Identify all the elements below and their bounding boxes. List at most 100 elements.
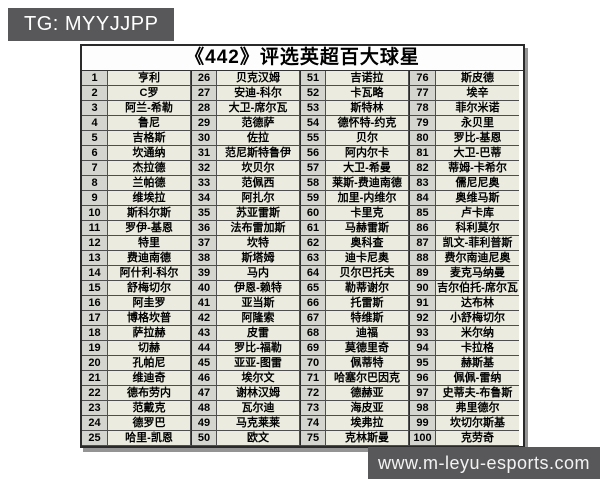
player-name-cell: 范佩西 [217,176,300,191]
rank-cell: 22 [82,386,108,401]
rank-cell: 98 [409,401,436,416]
ranking-grid: 1 亨利 26 贝克汉姆 51 吉诺拉 76 斯皮德 2 C罗 27 安迪-科尔 52 卡瓦略 77 埃辛 3 阿… [82,71,523,446]
player-name-cell: 切赫 [108,341,191,356]
player-name-cell: 卡拉格 [436,341,519,356]
player-name-cell: 法布雷加斯 [217,221,300,236]
rank-cell: 21 [82,371,108,386]
player-name-cell: 舒梅切尔 [108,281,191,296]
player-name-cell: 维埃拉 [108,191,191,206]
player-name-cell: 斯皮德 [436,71,519,86]
player-name-cell: 克劳奇 [436,431,519,446]
rank-cell: 44 [191,341,217,356]
rank-cell: 14 [82,266,108,281]
player-name-cell: 莱斯-费迪南德 [326,176,409,191]
player-name-cell: 卢卡库 [436,206,519,221]
player-name-cell: 贝克汉姆 [217,71,300,86]
player-name-cell: 斯科尔斯 [108,206,191,221]
rank-cell: 9 [82,191,108,206]
player-name-cell: 凯文-菲利普斯 [436,236,519,251]
player-name-cell: 亚亚-图雷 [217,356,300,371]
rank-cell: 50 [191,431,217,446]
player-name-cell: 马内 [217,266,300,281]
rank-cell: 45 [191,356,217,371]
rank-cell: 84 [409,191,436,206]
player-name-cell: 特维斯 [326,311,409,326]
player-name-cell: 费迪南德 [108,251,191,266]
rank-cell: 54 [300,116,326,131]
rank-cell: 24 [82,416,108,431]
tg-badge: TG: MYYJJPP [8,8,175,41]
rank-cell: 99 [409,416,436,431]
rank-cell: 48 [191,401,217,416]
rank-cell: 67 [300,311,326,326]
rank-cell: 18 [82,326,108,341]
rank-cell: 38 [191,251,217,266]
rank-cell: 75 [300,431,326,446]
player-name-cell: 罗比-福勒 [217,341,300,356]
player-name-cell: 兰帕德 [108,176,191,191]
rank-cell: 93 [409,326,436,341]
rank-cell: 74 [300,416,326,431]
rank-cell: 57 [300,161,326,176]
rank-cell: 97 [409,386,436,401]
player-name-cell: 奥科查 [326,236,409,251]
player-name-cell: 孔帕尼 [108,356,191,371]
rank-cell: 91 [409,296,436,311]
player-name-cell: 哈塞尔巴因克 [326,371,409,386]
player-name-cell: 皮雷 [217,326,300,341]
player-name-cell: 德布劳内 [108,386,191,401]
rank-cell: 95 [409,356,436,371]
rank-cell: 87 [409,236,436,251]
player-name-cell: 杰拉德 [108,161,191,176]
rank-cell: 30 [191,131,217,146]
rank-cell: 63 [300,251,326,266]
rank-cell: 7 [82,161,108,176]
player-name-cell: 埃尔文 [217,371,300,386]
rank-cell: 59 [300,191,326,206]
player-name-cell: 安迪-科尔 [217,86,300,101]
player-name-cell: 卡里克 [326,206,409,221]
player-name-cell: 蒂姆-卡希尔 [436,161,519,176]
rank-cell: 34 [191,191,217,206]
player-name-cell: 谢林汉姆 [217,386,300,401]
player-name-cell: 范尼斯特鲁伊 [217,146,300,161]
player-name-cell: 贝尔巴托夫 [326,266,409,281]
player-name-cell: 史蒂夫-布鲁斯 [436,386,519,401]
rank-cell: 83 [409,176,436,191]
player-name-cell: 奥维马斯 [436,191,519,206]
rank-cell: 26 [191,71,217,86]
rank-cell: 39 [191,266,217,281]
player-name-cell: 迪卡尼奥 [326,251,409,266]
rank-cell: 96 [409,371,436,386]
player-name-cell: 坎切尔斯基 [436,416,519,431]
ranking-table: 《442》评选英超百大球星 1 亨利 26 贝克汉姆 51 吉诺拉 76 斯皮德 2 C罗 27 安迪… [80,44,525,448]
site-url-banner: www.m-leyu-esports.com [368,447,600,479]
rank-cell: 4 [82,116,108,131]
rank-cell: 85 [409,206,436,221]
rank-cell: 100 [409,431,436,446]
rank-cell: 43 [191,326,217,341]
rank-cell: 79 [409,116,436,131]
player-name-cell: 永贝里 [436,116,519,131]
player-name-cell: 儒尼尼奥 [436,176,519,191]
rank-cell: 64 [300,266,326,281]
player-name-cell: 迪福 [326,326,409,341]
player-name-cell: 萨拉赫 [108,326,191,341]
rank-cell: 23 [82,401,108,416]
player-name-cell: 大卫-席尔瓦 [217,101,300,116]
rank-cell: 19 [82,341,108,356]
rank-cell: 73 [300,401,326,416]
player-name-cell: 弗里德尔 [436,401,519,416]
player-name-cell: 范戴克 [108,401,191,416]
rank-cell: 46 [191,371,217,386]
rank-cell: 66 [300,296,326,311]
rank-cell: 55 [300,131,326,146]
player-name-cell: 佩蒂特 [326,356,409,371]
player-name-cell: 吉尔伯托-席尔瓦 [436,281,519,296]
table-title: 《442》评选英超百大球星 [82,46,523,71]
player-name-cell: 米尔纳 [436,326,519,341]
rank-cell: 10 [82,206,108,221]
rank-cell: 27 [191,86,217,101]
player-name-cell: 吉格斯 [108,131,191,146]
player-name-cell: 佩佩-雷纳 [436,371,519,386]
